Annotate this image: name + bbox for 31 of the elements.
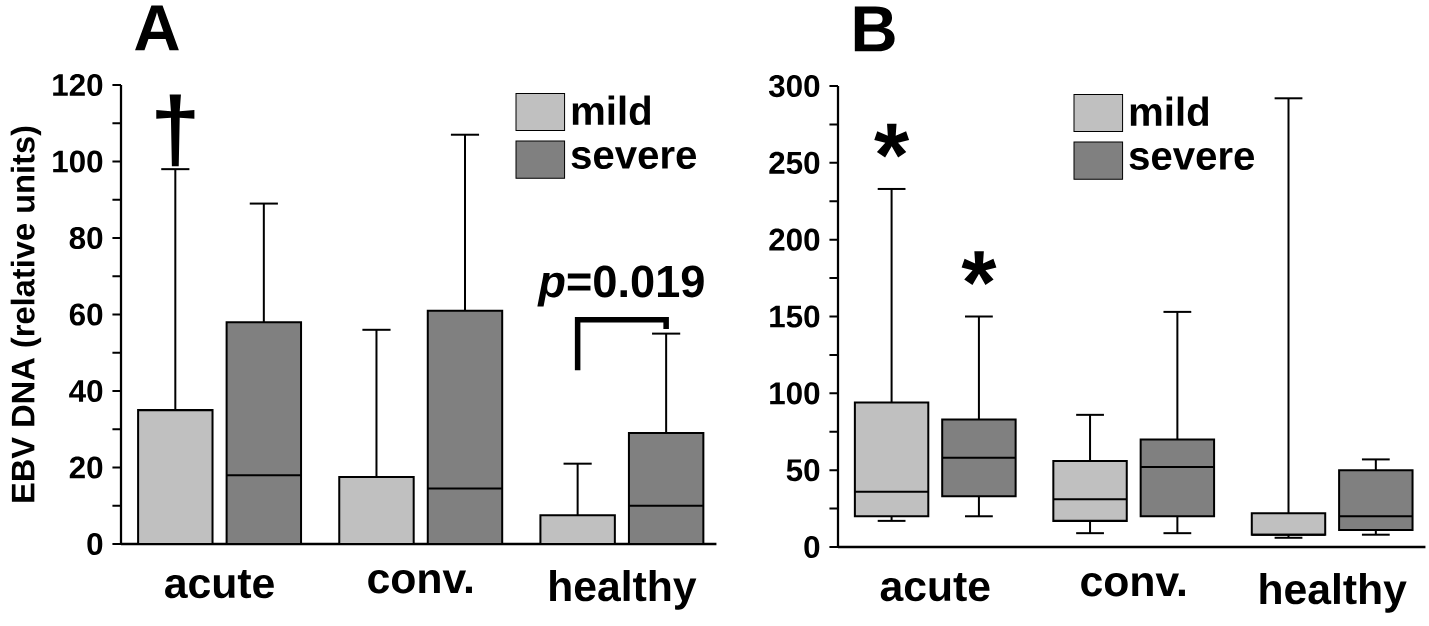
- x-tick-label: acute: [165, 570, 274, 599]
- y-tick-label: 120: [53, 73, 103, 97]
- y-tick-label: 100: [770, 382, 820, 405]
- y-tick-label: 300: [768, 74, 820, 98]
- y-tick-label: 40: [69, 379, 103, 403]
- y-tick-label: 150: [770, 305, 820, 328]
- annotation: *: [961, 251, 997, 285]
- y-tick-label: 100: [53, 150, 103, 173]
- y-tick-label: 250: [769, 151, 820, 174]
- x-tick-label: acute: [880, 573, 990, 602]
- legend-label: mild: [572, 95, 651, 126]
- annotation: p=0.019: [537, 265, 704, 307]
- x-tick-label: healthy: [550, 570, 697, 610]
- x-tick-label: conv.: [368, 570, 472, 594]
- annotation: †: [156, 94, 195, 167]
- y-tick-label: 20: [69, 456, 103, 479]
- legend-label: mild: [1130, 96, 1209, 127]
- y-tick-label: 0: [804, 535, 820, 559]
- chart-title: B: [854, 6, 895, 52]
- y-tick-label: 80: [69, 226, 103, 250]
- chart-title: A: [135, 5, 179, 51]
- x-tick-label: healthy: [1260, 573, 1407, 613]
- x-tick-label: conv.: [1081, 573, 1185, 597]
- legend-label: severe: [571, 146, 696, 169]
- y-tick-label: 200: [769, 228, 820, 251]
- y-tick-label: 50: [786, 459, 820, 482]
- legend-label: severe: [1129, 147, 1254, 170]
- y-tick-label: 60: [69, 303, 103, 326]
- y-axis-title: EBV DNA (relative units): [10, 126, 42, 502]
- y-tick-label: 0: [87, 532, 103, 556]
- annotation: *: [874, 123, 910, 158]
